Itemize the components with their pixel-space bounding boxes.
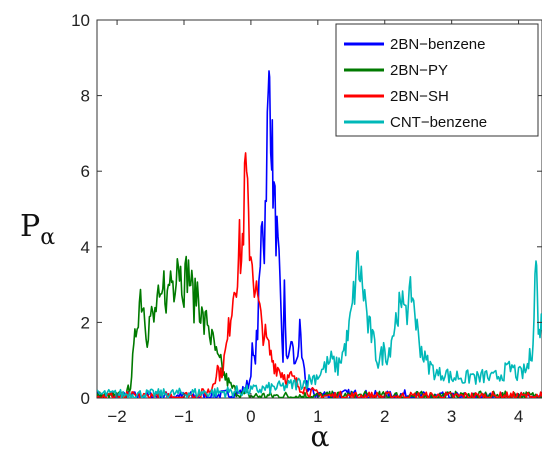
series-line-3 bbox=[97, 250, 542, 398]
y-axis-label-subscript: α bbox=[40, 225, 55, 250]
y-axis-label-main: P bbox=[20, 209, 40, 244]
x-tick-label: 0 bbox=[246, 407, 255, 426]
tick-group: −2 −1 0 1 2 3 4 0 2 4 6 8 10 bbox=[71, 11, 542, 426]
legend-label-1: 2BN−PY bbox=[390, 62, 448, 79]
x-tick-label: 2 bbox=[380, 407, 389, 426]
x-tick-label: 1 bbox=[313, 407, 322, 426]
x-tick-label: 4 bbox=[514, 407, 523, 426]
y-axis-label: Pα bbox=[20, 209, 55, 250]
y-tick-label: 6 bbox=[81, 162, 90, 181]
y-tick-label: 4 bbox=[81, 238, 90, 257]
x-axis-label: α bbox=[311, 420, 330, 450]
y-tick-label: 2 bbox=[81, 313, 90, 332]
legend-label-0: 2BN−benzene bbox=[390, 36, 486, 53]
legend-label-2: 2BN−SH bbox=[390, 88, 449, 105]
y-tick-label: 10 bbox=[71, 11, 90, 30]
series-line-2 bbox=[97, 152, 542, 398]
y-tick-label: 8 bbox=[81, 87, 90, 106]
x-tick-label: 3 bbox=[447, 407, 456, 426]
series-group bbox=[97, 70, 542, 398]
legend: 2BN−benzene 2BN−PY 2BN−SH CNT−benzene bbox=[335, 23, 539, 137]
y-tick-label: 0 bbox=[81, 389, 90, 408]
x-tick-label: −2 bbox=[107, 407, 126, 426]
x-tick-label: −1 bbox=[174, 407, 193, 426]
legend-label-3: CNT−benzene bbox=[390, 114, 487, 131]
